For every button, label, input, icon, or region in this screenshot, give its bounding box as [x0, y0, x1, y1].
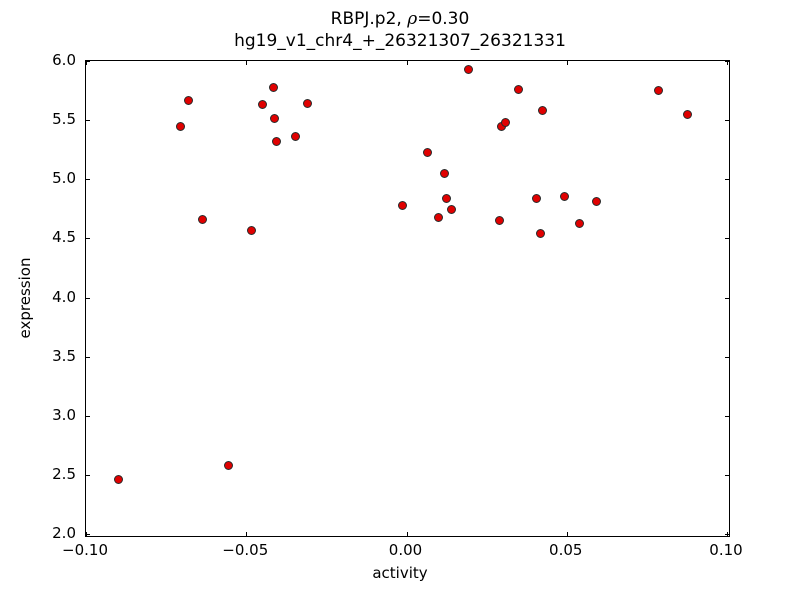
- y-tick-label: 5.5: [52, 110, 76, 129]
- scatter-point: [494, 216, 504, 226]
- y-tick: [725, 474, 729, 476]
- y-tick-label: 3.5: [52, 346, 76, 365]
- x-tick: [406, 61, 408, 65]
- x-tick: [86, 61, 87, 65]
- chart-title-line-2: hg19_v1_chr4_+_26321307_26321331: [234, 31, 566, 51]
- scatter-point: [246, 225, 256, 235]
- scatter-point: [532, 193, 542, 203]
- scatter-point: [501, 117, 511, 127]
- x-tick: [406, 532, 408, 536]
- y-tick: [725, 61, 729, 62]
- chart-title-prefix: RBPJ.p2,: [330, 9, 408, 29]
- y-tick-label: 2.0: [52, 524, 76, 542]
- y-tick: [725, 238, 729, 240]
- y-tick-label: 5.0: [52, 169, 76, 188]
- x-tick-label: 0.10: [709, 541, 743, 559]
- x-tick-label: 0.05: [549, 541, 583, 559]
- plot-area: [85, 60, 730, 537]
- y-tick: [725, 356, 729, 358]
- scatter-point: [682, 109, 692, 119]
- y-tick-label: 2.5: [52, 464, 76, 483]
- scatter-point: [397, 200, 407, 210]
- x-tick: [246, 61, 248, 65]
- y-tick: [86, 534, 90, 535]
- y-axis-label: expression: [16, 257, 34, 339]
- scatter-point: [176, 121, 186, 131]
- y-tick-label: 4.0: [52, 287, 76, 306]
- x-tick-label: −0.05: [222, 541, 269, 559]
- scatter-point: [440, 168, 450, 178]
- scatter-point: [464, 64, 474, 74]
- x-tick: [246, 532, 248, 536]
- y-tick: [725, 120, 729, 122]
- x-tick-label: −0.10: [62, 541, 108, 559]
- y-tick-label: 6.0: [52, 51, 76, 69]
- y-tick: [86, 120, 90, 122]
- scatter-point: [592, 197, 602, 207]
- scatter-point: [291, 132, 301, 142]
- x-tick: [566, 532, 568, 536]
- scatter-point: [442, 193, 452, 203]
- scatter-point: [653, 86, 663, 96]
- y-tick: [725, 179, 729, 181]
- scatter-point: [198, 214, 208, 224]
- y-tick-label: 4.5: [52, 228, 76, 247]
- scatter-point: [514, 84, 524, 94]
- y-tick: [86, 415, 90, 417]
- y-tick: [86, 61, 90, 62]
- y-tick: [725, 415, 729, 417]
- y-tick: [86, 297, 90, 299]
- scatter-point: [535, 229, 545, 239]
- scatter-point: [538, 106, 548, 116]
- scatter-point: [257, 100, 267, 110]
- x-tick: [727, 61, 728, 65]
- y-tick: [725, 534, 729, 535]
- scatter-point: [302, 99, 312, 109]
- chart-title-line-1: RBPJ.p2, ρ=0.30: [0, 8, 800, 30]
- x-axis-label: activity: [372, 564, 428, 582]
- y-tick-label: 3.0: [52, 405, 76, 424]
- scatter-point: [446, 205, 456, 215]
- scatter-point: [268, 82, 278, 92]
- rho-symbol: ρ: [407, 9, 418, 29]
- scatter-point: [423, 147, 433, 157]
- y-tick: [86, 474, 90, 476]
- scatter-point: [113, 475, 123, 485]
- y-tick: [86, 356, 90, 358]
- scatter-point: [269, 114, 279, 124]
- scatter-point: [224, 460, 234, 470]
- scatter-point: [184, 95, 194, 105]
- chart-title: RBPJ.p2, ρ=0.30 hg19_v1_chr4_+_26321307_…: [0, 8, 800, 52]
- scatter-point: [560, 192, 569, 202]
- x-tick: [566, 61, 568, 65]
- scatter-point: [272, 136, 282, 146]
- y-tick: [86, 179, 90, 181]
- y-tick: [725, 297, 729, 299]
- chart-title-suffix: =0.30: [417, 9, 470, 29]
- scatter-point: [433, 212, 443, 222]
- scatter-point: [575, 218, 585, 228]
- x-tick-label: 0.00: [388, 541, 423, 559]
- y-tick: [86, 238, 90, 240]
